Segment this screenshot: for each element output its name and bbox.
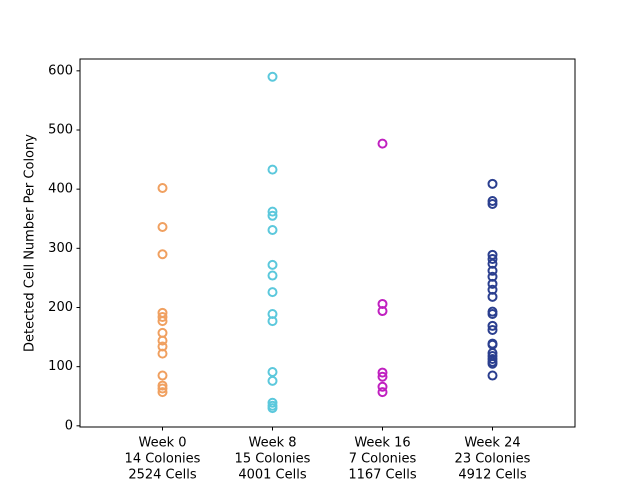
data-point (157, 387, 168, 398)
data-point (267, 206, 278, 217)
x-tick-label: 4912 Cells (458, 468, 527, 480)
data-point (267, 375, 278, 386)
data-point (487, 320, 498, 331)
y-axis-label: Detected Cell Number Per Colony (23, 134, 38, 352)
data-point (377, 381, 388, 392)
data-point (267, 259, 278, 270)
y-tick-label: 500 (48, 122, 73, 137)
x-tick-label: Week 24 (464, 436, 520, 451)
y-tick-label: 200 (48, 300, 73, 315)
data-point (267, 270, 278, 281)
data-point (377, 371, 388, 382)
data-point (487, 291, 498, 302)
data-point (157, 348, 168, 359)
x-tick-label: Week 0 (138, 436, 186, 451)
data-point (267, 316, 278, 327)
y-tick-label: 100 (48, 359, 73, 374)
x-tick-label: 2524 Cells (128, 468, 197, 480)
data-point (267, 366, 278, 377)
x-tick-label: 14 Colonies (125, 452, 201, 467)
x-tick-label: 15 Colonies (235, 452, 311, 467)
data-point (267, 403, 278, 414)
data-point (267, 224, 278, 235)
data-point (487, 308, 498, 319)
data-point (157, 222, 168, 233)
y-tick-label: 0 (65, 418, 73, 433)
data-point (157, 182, 168, 193)
plot-frame (79, 58, 576, 428)
data-point (377, 306, 388, 317)
data-point (267, 210, 278, 221)
data-point (157, 316, 168, 327)
y-tick-label: 300 (48, 241, 73, 256)
data-point (157, 383, 168, 394)
x-tick-label: 4001 Cells (238, 468, 307, 480)
data-point (487, 265, 498, 276)
data-point (487, 178, 498, 189)
x-tick-label: Week 8 (248, 436, 296, 451)
data-point (487, 370, 498, 381)
data-point (487, 358, 498, 369)
data-point (377, 138, 388, 149)
data-point (487, 278, 498, 289)
y-tick-label: 400 (48, 182, 73, 197)
data-point (267, 287, 278, 298)
x-tick-label: 7 Colonies (349, 452, 417, 467)
data-point (377, 367, 388, 378)
data-point (157, 370, 168, 381)
y-tick-label: 600 (48, 63, 73, 78)
data-point (377, 387, 388, 398)
data-point (487, 198, 498, 209)
x-tick-label: 23 Colonies (455, 452, 531, 467)
data-point (157, 311, 168, 322)
data-point (157, 335, 168, 346)
data-point (487, 324, 498, 335)
data-point (267, 71, 278, 82)
x-tick-label: Week 16 (354, 436, 410, 451)
data-point (267, 164, 278, 175)
data-point (157, 249, 168, 260)
data-point (487, 253, 498, 264)
x-tick-label: 1167 Cells (348, 468, 417, 480)
